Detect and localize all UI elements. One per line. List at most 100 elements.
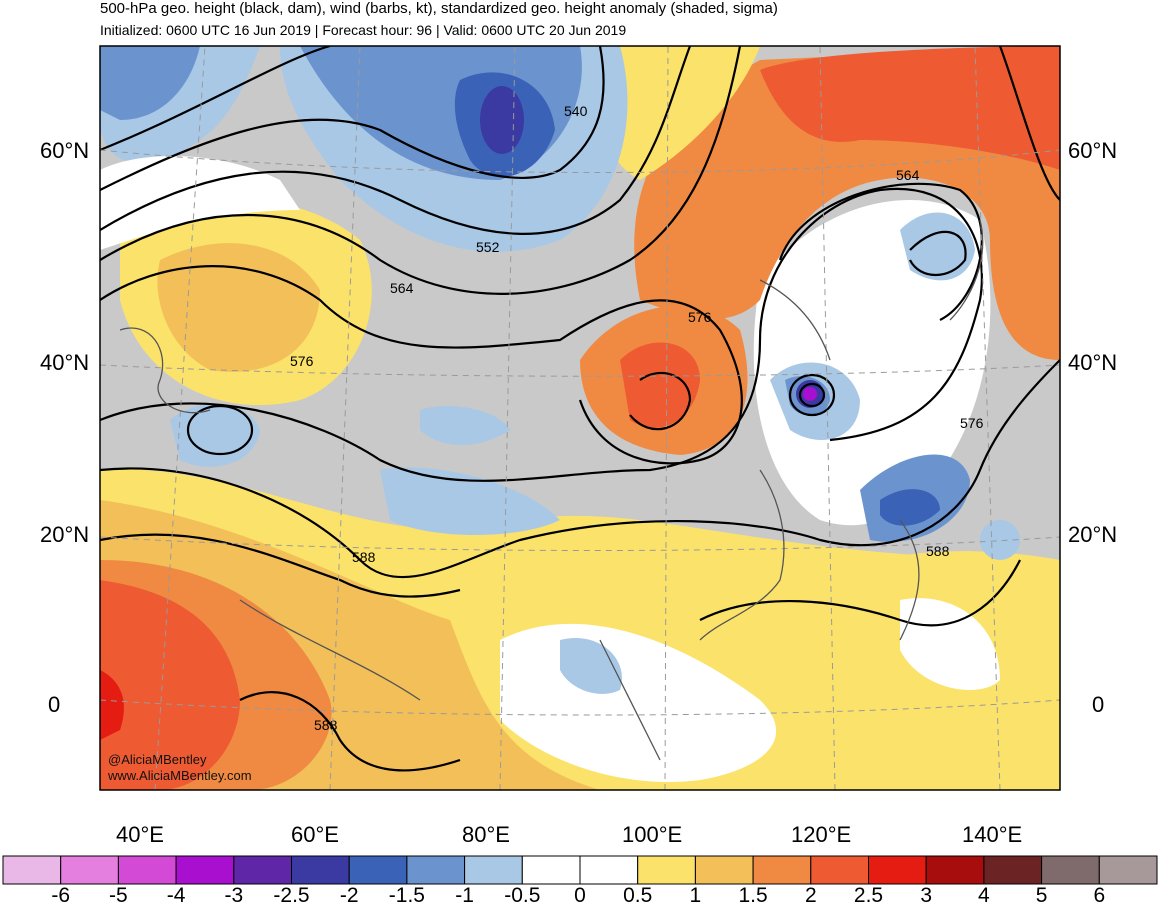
height-contour-japan-low (788, 373, 836, 417)
contour-label: 588 (314, 717, 338, 733)
colorbar-swatch (579, 855, 639, 885)
colorbar-swatch (868, 855, 927, 885)
colorbar-label: -1 (455, 884, 474, 907)
colorbar-label: -5 (109, 884, 128, 907)
contour-label: 588 (926, 543, 950, 559)
height-contour-med-low (186, 404, 254, 456)
lat-label: 20°N (40, 522, 90, 547)
colorbar-swatch (983, 855, 1043, 885)
height-contour-ne (998, 46, 1060, 201)
anomaly-fill-japan-zero (753, 200, 991, 526)
colorbar-label: 1.5 (738, 884, 768, 907)
anomaly-fill-phil-sea-core (880, 489, 940, 526)
colorbar-label: 3 (920, 884, 933, 907)
lon-label: 100°E (622, 822, 683, 847)
contour-label: 540 (564, 103, 588, 119)
credit-handle: @AliciaMBentley (108, 752, 207, 767)
anomaly-fill-tibet-neg (380, 467, 560, 535)
lat-label: 60°N (1068, 138, 1118, 163)
colorbar-swatch (521, 855, 581, 885)
colorbar-swatch (406, 855, 466, 885)
height-contour-japan-low-inner (798, 382, 826, 408)
colorbar-label: -6 (51, 884, 71, 907)
height-contour-540 (100, 46, 605, 191)
anomaly-fill-2p5 (100, 580, 240, 790)
lon-label: 40°E (116, 822, 164, 847)
height-contour-564-west (100, 46, 742, 295)
height-contour-ridge-cell (629, 371, 692, 431)
colorbar-label: -0.5 (504, 884, 541, 907)
colorbar-swatch (1098, 855, 1158, 885)
lat-label: 40°N (40, 350, 90, 375)
anomaly-fill-kazakh-neg (420, 406, 510, 445)
anomaly-fill-okhotsk-neg (900, 212, 975, 281)
colorbar-swatch (117, 855, 177, 885)
colorbar-label: 0.5 (623, 884, 653, 907)
anomaly-fill-scandinavia-neg1 (100, 46, 200, 120)
colorbar-swatch (233, 855, 293, 885)
contour-label: 564 (896, 167, 920, 183)
anomaly-fill-mongolia-max (620, 342, 700, 428)
colorbar-label: -1.5 (388, 884, 425, 907)
height-contour-okhotsk-low (909, 230, 967, 276)
colorbar-swatch (175, 855, 235, 885)
lat-label: 60°N (40, 138, 90, 163)
colorbar-label: -3 (224, 884, 244, 907)
anomaly-fill-arctic-trough-core (480, 86, 524, 154)
contour-label: 552 (476, 239, 500, 255)
colorbar-label: -4 (166, 884, 186, 907)
colorbar-swatch (1041, 855, 1100, 885)
colorbar-swatch (348, 855, 408, 885)
anomaly-fill-pacific-zero (900, 598, 1000, 690)
colorbar (2, 855, 1158, 885)
colorbar-label: 5 (1035, 884, 1048, 907)
colorbar-swatch (291, 855, 350, 885)
height-contour-588 (100, 359, 1060, 579)
lat-label: 20°N (1068, 522, 1118, 547)
height-contour-588-eq (239, 691, 461, 772)
chart-title: 500-hPa geo. height (black, dam), wind (… (100, 0, 778, 17)
anomaly-fill-europe-zero (100, 156, 300, 250)
height-contour-576-east (100, 187, 983, 482)
colorbar-label: 2.5 (853, 884, 884, 907)
contour-label: 576 (688, 309, 712, 325)
lat-label: 0 (1092, 692, 1105, 717)
lat-label: 40°N (1068, 350, 1118, 375)
anomaly-fill-pacific-neg (980, 520, 1020, 560)
credit-url: www.AliciaMBentley.com (108, 768, 252, 783)
lon-label: 120°E (791, 822, 852, 847)
colorbar-swatch (2, 855, 62, 885)
lon-label: 140°E (962, 822, 1023, 847)
height-contour-552 (100, 46, 692, 235)
contour-label: 576 (290, 353, 314, 369)
height-contour-576-west (100, 265, 743, 465)
map-frame (99, 45, 1061, 791)
contour-label: 576 (960, 415, 984, 431)
anomaly-fill-japan-center (803, 387, 817, 401)
graticule (100, 46, 1060, 790)
coastlines (119, 219, 984, 761)
anomaly-fill-3 (100, 670, 124, 740)
colorbar-label: -2.5 (273, 884, 310, 907)
height-contour-564-east (778, 182, 983, 321)
colorbar-swatch (752, 855, 812, 885)
colorbar-swatch (637, 855, 696, 885)
colorbar-label: 2 (804, 884, 817, 907)
height-contour (100, 46, 331, 152)
colorbar-swatch (925, 855, 985, 885)
chart-subtitle: Initialized: 0600 UTC 16 Jun 2019 | Fore… (100, 22, 627, 38)
contour-label: 564 (390, 280, 414, 296)
colorbar-label: 4 (978, 884, 990, 907)
contour-label: 588 (352, 549, 376, 565)
colorbar-label: 6 (1093, 884, 1106, 907)
colorbar-swatch (810, 855, 869, 885)
anomaly-fill-siberia-max (760, 46, 1060, 170)
lon-label: 60°E (291, 822, 339, 847)
lat-label: 0 (48, 692, 61, 717)
anomaly-fill-siberia-edge (596, 46, 760, 180)
colorbar-swatch (694, 855, 754, 885)
anomaly-fill-europe-ridge-core (157, 243, 320, 372)
lon-label: 80°E (462, 822, 510, 847)
colorbar-label: 0 (574, 884, 586, 907)
colorbar-swatch (464, 855, 523, 885)
